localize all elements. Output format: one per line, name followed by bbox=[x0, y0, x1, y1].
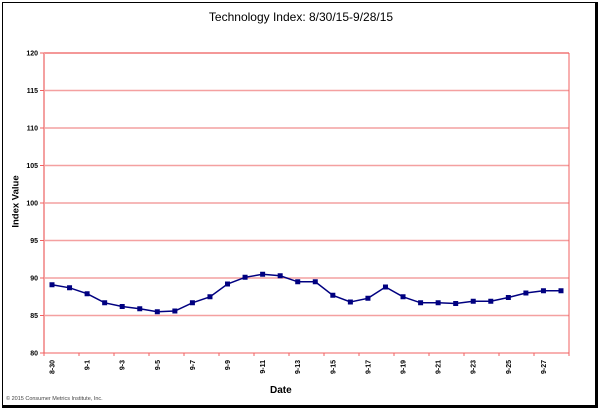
data-point-marker bbox=[365, 295, 371, 301]
series-line bbox=[51, 273, 561, 313]
data-point-marker bbox=[523, 290, 529, 296]
y-tick-label: 85 bbox=[30, 313, 38, 320]
x-tick-label: 9-19 bbox=[401, 360, 408, 374]
x-tick-label: 9-3 bbox=[120, 360, 127, 370]
data-point-marker bbox=[102, 300, 108, 306]
y-tick-label: 80 bbox=[30, 351, 38, 358]
x-tick-label: 9-23 bbox=[471, 360, 478, 374]
data-point-marker bbox=[172, 308, 178, 314]
x-tick-label: 9-25 bbox=[506, 360, 513, 374]
y-tick-label: 110 bbox=[27, 126, 38, 133]
data-point-marker bbox=[558, 288, 564, 294]
chart-title: Technology Index: 8/30/15-9/28/15 bbox=[208, 10, 394, 24]
y-tick-label: 95 bbox=[30, 238, 38, 245]
data-point-marker bbox=[382, 284, 388, 290]
data-point-marker bbox=[295, 279, 301, 285]
data-point-marker bbox=[260, 271, 266, 277]
x-tick-label: 8-30 bbox=[50, 360, 57, 374]
x-tick-label: 9-9 bbox=[225, 360, 232, 370]
data-point-marker bbox=[505, 295, 511, 300]
x-tick-label: 9-11 bbox=[260, 360, 267, 374]
data-point-marker bbox=[312, 279, 318, 285]
data-point-marker bbox=[330, 292, 336, 298]
data-point-marker bbox=[435, 300, 441, 306]
chart-frame bbox=[2, 2, 598, 408]
x-tick-label: 9-13 bbox=[295, 360, 302, 374]
data-point-marker bbox=[84, 291, 90, 297]
y-axis-ticks: 80 85 90 95 100 105 110 115 120 bbox=[26, 51, 44, 358]
x-tick-label: 9-21 bbox=[436, 360, 443, 374]
data-point-marker bbox=[189, 300, 195, 306]
data-point-marker bbox=[418, 300, 424, 306]
y-tick-label: 115 bbox=[27, 88, 38, 95]
x-tick-label: 9-17 bbox=[365, 360, 372, 374]
y-tick-label: 105 bbox=[26, 163, 38, 170]
data-series bbox=[49, 271, 564, 315]
data-point-marker bbox=[540, 288, 546, 294]
data-point-marker bbox=[400, 294, 406, 300]
data-point-marker bbox=[119, 304, 125, 309]
data-point-marker bbox=[49, 282, 55, 288]
data-point-marker bbox=[137, 306, 143, 312]
x-tick-label: 9-15 bbox=[330, 360, 337, 374]
data-point-marker bbox=[207, 294, 213, 300]
x-tick-label: 9-7 bbox=[190, 360, 197, 370]
y-tick-label: 90 bbox=[30, 276, 38, 283]
y-tick-label: 100 bbox=[26, 201, 38, 208]
data-point-marker bbox=[225, 281, 231, 287]
data-point-marker bbox=[488, 298, 494, 304]
x-tick-label: 9-27 bbox=[541, 360, 548, 374]
x-axis-label: Date bbox=[270, 385, 292, 396]
data-point-marker bbox=[453, 301, 459, 306]
data-point-marker bbox=[470, 298, 476, 304]
copyright-notice: © 2015 Consumer Metrics Institute, Inc. bbox=[6, 396, 103, 402]
data-point-marker bbox=[347, 299, 353, 305]
data-point-marker bbox=[154, 309, 160, 315]
y-tick-label: 120 bbox=[26, 51, 38, 58]
data-point-marker bbox=[67, 285, 73, 291]
x-tick-label: 9-5 bbox=[155, 360, 162, 370]
data-point-marker bbox=[242, 274, 248, 280]
x-tick-label: 9-1 bbox=[85, 360, 92, 370]
data-point-marker bbox=[277, 273, 283, 279]
x-axis-ticks: 8-30 9-1 9-3 9-5 9-7 9-9 9-11 9-13 9-15 9-17 9-19 9… bbox=[43, 353, 570, 374]
gridlines bbox=[44, 52, 569, 317]
axes bbox=[43, 52, 570, 354]
